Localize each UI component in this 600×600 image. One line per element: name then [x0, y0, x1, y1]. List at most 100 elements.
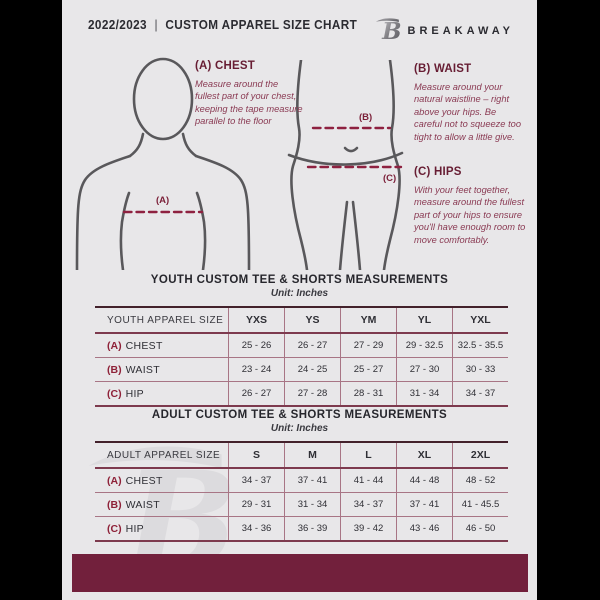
chest-guide-heading: (A) CHEST [195, 60, 255, 72]
table-cell: 26 - 27 [228, 382, 284, 405]
chest-marker-label: (A) [156, 195, 169, 206]
adult-section-header: ADULT CUSTOM TEE & SHORTS MEASUREMENTS U… [62, 409, 537, 434]
chest-guide-text: Measure around the fullest part of your … [195, 79, 303, 127]
head-outline [132, 57, 194, 141]
table-cell: 37 - 41 [284, 469, 340, 492]
youth-hip-label: (C) HIP [107, 387, 144, 400]
size-chart-page: B 2022/2023 | CUSTOM APPAREL SIZE CHART B … [62, 0, 537, 600]
waist-guide-heading: (B) WAIST [414, 63, 472, 75]
adult-table-unit: Unit: Inches [270, 423, 329, 434]
table-cell: 39 - 42 [340, 517, 396, 540]
youth-header-yxs: YXS [228, 308, 284, 332]
youth-size-table: YOUTH APPAREL SIZE YXS YS YM YL YXL (A) … [95, 306, 508, 407]
adult-header-m: M [284, 443, 340, 467]
armpit-left [119, 191, 131, 270]
brand-name: BREAKAWAY [407, 24, 514, 37]
adult-chest-row: (A) CHEST 34 - 37 37 - 41 41 - 44 44 - 4… [95, 469, 508, 493]
adult-waist-row: (B) WAIST 29 - 31 31 - 34 34 - 37 37 - 4… [95, 493, 508, 517]
table-cell: 36 - 39 [284, 517, 340, 540]
header-separator: | [154, 18, 158, 32]
table-cell: 27 - 28 [284, 382, 340, 405]
table-cell: 46 - 50 [452, 517, 508, 540]
youth-chest-row: (A) CHEST 25 - 26 26 - 27 27 - 29 29 - 3… [95, 334, 508, 358]
youth-header-size: YOUTH APPAREL SIZE [107, 314, 224, 326]
waist-guide: (B) WAIST Measure around your natural wa… [414, 63, 526, 143]
table-cell: 31 - 34 [284, 493, 340, 516]
table-cell: 37 - 41 [396, 493, 452, 516]
adult-header-2xl: 2XL [452, 443, 508, 467]
header-year: 2022/2023 [88, 18, 147, 32]
lower-body-figure: (B) (C) [287, 60, 404, 270]
hip-marker-label: (C) [383, 173, 396, 184]
inner-leg-left [338, 200, 349, 270]
table-cell: 43 - 46 [396, 517, 452, 540]
table-cell: 29 - 32.5 [396, 334, 452, 357]
table-cell: 48 - 52 [452, 469, 508, 492]
youth-section-header: YOUTH CUSTOM TEE & SHORTS MEASUREMENTS U… [62, 274, 537, 299]
adult-table-header-row: ADULT APPAREL SIZE S M L XL 2XL [95, 441, 508, 469]
navel-mark [343, 146, 359, 153]
table-cell: 29 - 31 [228, 493, 284, 516]
hips-guide-text: With your feet together, measure around … [414, 185, 526, 245]
neck-right [181, 132, 198, 158]
waist-marker-label: (B) [359, 112, 372, 123]
header-chart-title: CUSTOM APPAREL SIZE CHART [165, 18, 358, 32]
table-cell: 25 - 26 [228, 334, 284, 357]
hips-guide-heading: (C) HIPS [414, 166, 462, 178]
torso-figure: (A) [75, 57, 251, 270]
adult-hip-label: (C) HIP [107, 522, 144, 535]
adult-header-s: S [228, 443, 284, 467]
youth-table-header-row: YOUTH APPAREL SIZE YXS YS YM YL YXL [95, 306, 508, 334]
body-left-outline [290, 60, 309, 270]
hips-guide: (C) HIPS With your feet together, measur… [414, 166, 526, 246]
table-cell: 41 - 44 [340, 469, 396, 492]
youth-table-title: YOUTH CUSTOM TEE & SHORTS MEASUREMENTS [150, 274, 449, 286]
youth-hip-row: (C) HIP 26 - 27 27 - 28 28 - 31 31 - 34 … [95, 382, 508, 407]
youth-header-ym: YM [340, 308, 396, 332]
arm-left [75, 154, 132, 270]
table-cell: 27 - 30 [396, 358, 452, 381]
header-title: 2022/2023 | CUSTOM APPAREL SIZE CHART [88, 18, 357, 32]
table-cell: 34 - 36 [228, 517, 284, 540]
table-cell: 27 - 29 [340, 334, 396, 357]
svg-text:B: B [381, 18, 401, 43]
youth-header-yxl: YXL [452, 308, 508, 332]
table-cell: 41 - 45.5 [452, 493, 508, 516]
neck-left [128, 132, 145, 158]
youth-chest-label: (A) CHEST [107, 339, 163, 352]
youth-header-ys: YS [284, 308, 340, 332]
table-cell: 34 - 37 [340, 493, 396, 516]
arm-right [194, 154, 251, 270]
adult-waist-label: (B) WAIST [107, 498, 160, 511]
table-cell: 28 - 31 [340, 382, 396, 405]
table-cell: 26 - 27 [284, 334, 340, 357]
adult-chest-label: (A) CHEST [107, 474, 163, 487]
youth-waist-row: (B) WAIST 23 - 24 24 - 25 25 - 27 27 - 3… [95, 358, 508, 382]
table-cell: 24 - 25 [284, 358, 340, 381]
table-cell: 44 - 48 [396, 469, 452, 492]
table-cell: 31 - 34 [396, 382, 452, 405]
adult-header-size: ADULT APPAREL SIZE [107, 449, 221, 461]
footer-accent-bar [72, 554, 528, 592]
adult-table-title: ADULT CUSTOM TEE & SHORTS MEASUREMENTS [151, 409, 448, 421]
youth-table-unit: Unit: Inches [270, 288, 329, 299]
armpit-right [195, 191, 207, 270]
adult-hip-row: (C) HIP 34 - 36 36 - 39 39 - 42 43 - 46 … [95, 517, 508, 542]
table-cell: 34 - 37 [228, 469, 284, 492]
adult-header-l: L [340, 443, 396, 467]
table-cell: 34 - 37 [452, 382, 508, 405]
body-right-outline [382, 60, 401, 270]
adult-header-xl: XL [396, 443, 452, 467]
table-cell: 25 - 27 [340, 358, 396, 381]
table-cell: 32.5 - 35.5 [452, 334, 508, 357]
inner-leg-right [351, 200, 362, 270]
brand-lockup: B BREAKAWAY [375, 13, 515, 48]
waist-guide-text: Measure around your natural waistline – … [414, 82, 521, 142]
youth-header-yl: YL [396, 308, 452, 332]
table-cell: 30 - 33 [452, 358, 508, 381]
hip-waistband-curve [287, 151, 404, 166]
adult-size-table: ADULT APPAREL SIZE S M L XL 2XL (A) CHES… [95, 441, 508, 542]
chest-guide: (A) CHEST Measure around the fullest par… [195, 60, 303, 128]
table-cell: 23 - 24 [228, 358, 284, 381]
breakaway-b-icon: B [375, 13, 402, 48]
